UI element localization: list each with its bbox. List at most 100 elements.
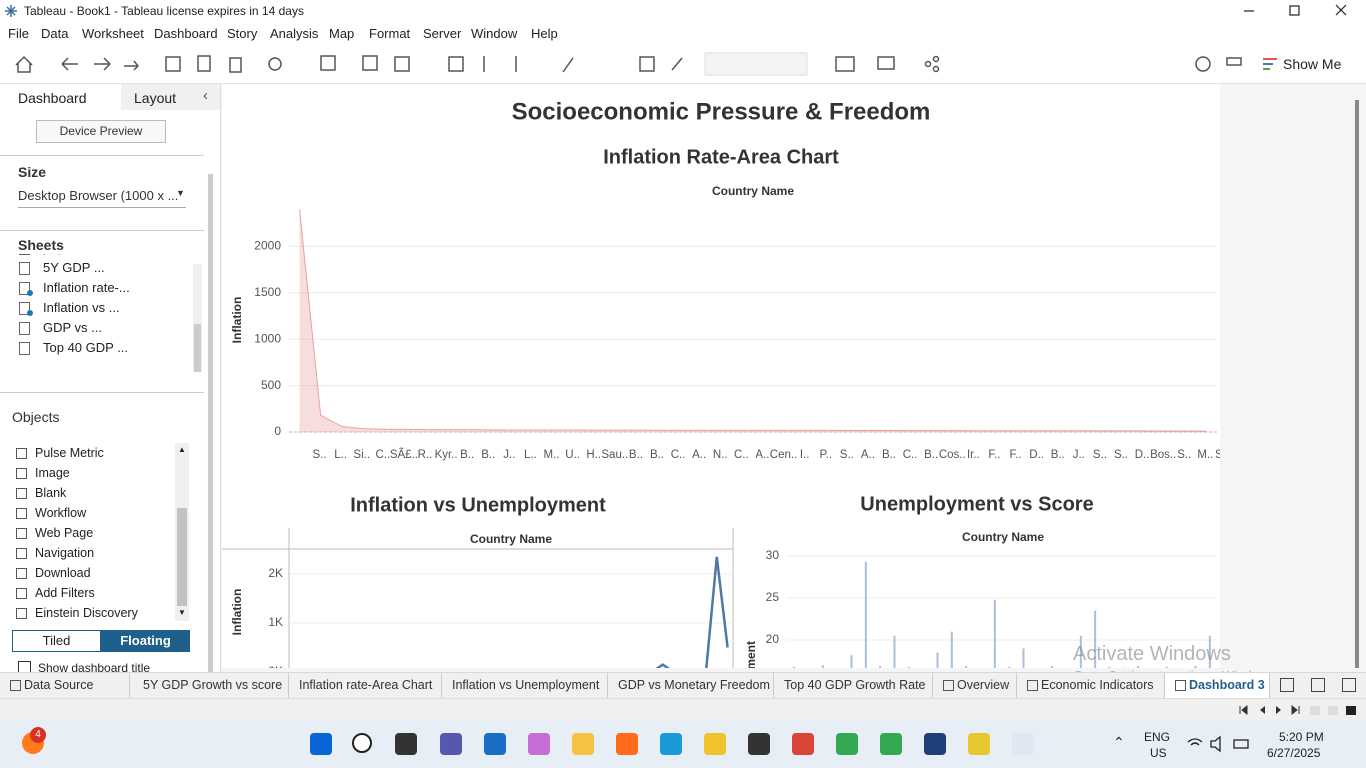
size-dropdown[interactable]: Desktop Browser (1000 x ... bbox=[18, 188, 179, 203]
menu-item[interactable]: Story bbox=[227, 26, 258, 41]
dropdown-arrow[interactable]: ▼ bbox=[176, 188, 185, 198]
sheet-tab[interactable]: Dashboard 3 bbox=[1165, 673, 1270, 698]
taskbar-app[interactable] bbox=[310, 733, 332, 755]
taskbar-app[interactable] bbox=[748, 733, 770, 755]
new-story-button[interactable] bbox=[1342, 678, 1356, 692]
taskbar-app[interactable] bbox=[924, 733, 946, 755]
save-button[interactable] bbox=[165, 56, 181, 72]
taskbar-app[interactable] bbox=[704, 733, 726, 755]
taskbar-app[interactable] bbox=[968, 733, 990, 755]
scrollbar[interactable]: ▲ ▼ bbox=[175, 443, 189, 621]
show-me-button[interactable]: Show Me bbox=[1283, 56, 1342, 72]
taskbar-app[interactable] bbox=[616, 733, 638, 755]
new-dashboard-button[interactable] bbox=[1311, 678, 1325, 692]
swap-button[interactable] bbox=[124, 60, 140, 71]
fit-dropdown[interactable] bbox=[704, 52, 808, 76]
sheet-tab[interactable]: Overview bbox=[933, 673, 1017, 698]
taskbar-app[interactable] bbox=[484, 733, 506, 755]
y-tick-label: 30 bbox=[766, 548, 780, 562]
taskbar-app[interactable] bbox=[792, 733, 814, 755]
panel-tab[interactable]: Layout ‹ bbox=[121, 84, 220, 110]
sheet-tab[interactable]: Top 40 GDP Growth Rate bbox=[774, 673, 933, 698]
object-item[interactable]: Web Page bbox=[35, 526, 94, 540]
taskbar-app[interactable] bbox=[1012, 733, 1034, 755]
undo-button[interactable] bbox=[61, 57, 78, 71]
object-item[interactable]: Navigation bbox=[35, 546, 95, 560]
sheet-tab[interactable]: 5Y GDP Growth vs score bbox=[133, 673, 289, 698]
new-sheet-button[interactable] bbox=[320, 55, 336, 71]
taskbar-app[interactable] bbox=[836, 733, 858, 755]
sheet-tab[interactable]: Economic Indicators bbox=[1017, 673, 1165, 698]
menu-item[interactable]: Server bbox=[423, 26, 462, 41]
scrollbar[interactable] bbox=[193, 264, 202, 372]
status-controls[interactable] bbox=[1230, 702, 1360, 718]
duplicate-button[interactable] bbox=[362, 55, 378, 71]
sheet-tab[interactable]: Data Source bbox=[0, 673, 130, 698]
title-bar: Tableau - Book1 - Tableau license expire… bbox=[0, 0, 1366, 22]
redo-button[interactable] bbox=[94, 57, 111, 71]
menu-item[interactable]: Worksheet bbox=[82, 26, 144, 41]
highlight-button[interactable] bbox=[562, 57, 574, 73]
pause-button[interactable] bbox=[229, 57, 242, 73]
clock-date[interactable]: 6/27/2025 bbox=[1267, 746, 1321, 760]
tray-icons[interactable] bbox=[1185, 734, 1255, 754]
taskbar-app[interactable] bbox=[440, 733, 462, 755]
object-item[interactable]: Download bbox=[35, 566, 91, 580]
menu-item[interactable]: File bbox=[8, 26, 29, 41]
canvas-scrollbar[interactable] bbox=[1355, 100, 1359, 668]
new-sheet-button[interactable] bbox=[1280, 678, 1294, 692]
taskbar-app[interactable] bbox=[880, 733, 902, 755]
object-item[interactable]: Pulse Metric bbox=[35, 446, 104, 460]
clear-button[interactable] bbox=[394, 56, 410, 72]
tab-label: Data Source bbox=[24, 678, 94, 692]
clock-time[interactable]: 5:20 PM bbox=[1279, 730, 1324, 744]
taskbar-app[interactable] bbox=[528, 733, 550, 755]
sheet-item[interactable]: Top 40 GDP ... bbox=[43, 340, 129, 355]
sheet-tab[interactable]: Inflation rate-Area Chart bbox=[289, 673, 442, 698]
section-heading: Sheets bbox=[18, 237, 64, 253]
language[interactable]: ENG bbox=[1144, 730, 1171, 744]
object-item[interactable]: Einstein Discovery bbox=[35, 606, 138, 620]
section-heading: Size bbox=[18, 164, 47, 180]
sheet-item[interactable]: population vs... bbox=[43, 254, 130, 255]
sheet-item[interactable]: 5Y GDP ... bbox=[43, 260, 105, 275]
sheet-item[interactable]: GDP vs ... bbox=[43, 320, 102, 335]
menu-item[interactable]: Format bbox=[369, 26, 411, 41]
object-item[interactable]: Add Filters bbox=[35, 586, 95, 600]
object-item[interactable]: Image bbox=[35, 466, 70, 480]
collapse-arrow[interactable]: ‹ bbox=[203, 87, 208, 104]
menu-item[interactable]: Data bbox=[41, 26, 69, 41]
new-datasource-button[interactable] bbox=[197, 55, 211, 72]
object-item[interactable]: Workflow bbox=[35, 506, 87, 520]
sheet-item[interactable]: Inflation vs ... bbox=[43, 300, 120, 315]
tiled-button[interactable]: Tiled bbox=[12, 630, 101, 652]
sheet-tab[interactable]: GDP vs Monetary Freedom bbox=[608, 673, 774, 698]
presentation-button[interactable] bbox=[877, 56, 895, 70]
tray-arrow[interactable]: ⌃ bbox=[1113, 734, 1125, 750]
floating-button[interactable]: Floating bbox=[101, 630, 190, 652]
menu-item[interactable]: Window bbox=[471, 26, 518, 41]
menu-item[interactable]: Help bbox=[531, 26, 558, 41]
share-button[interactable] bbox=[924, 55, 940, 73]
panel-scrollbar[interactable] bbox=[208, 174, 213, 672]
menu-item[interactable]: Dashboard bbox=[154, 26, 218, 41]
panel-tab[interactable]: Dashboard bbox=[0, 84, 121, 110]
region[interactable]: US bbox=[1150, 746, 1167, 760]
home-button[interactable] bbox=[15, 55, 33, 73]
taskbar-app[interactable] bbox=[352, 733, 372, 753]
sheet-item[interactable]: Inflation rate-... bbox=[43, 280, 130, 295]
format-button[interactable] bbox=[1226, 57, 1242, 66]
menu-item[interactable]: Analysis bbox=[270, 26, 319, 41]
taskbar-app[interactable] bbox=[572, 733, 594, 755]
checkbox[interactable] bbox=[18, 661, 31, 672]
taskbar-app[interactable] bbox=[660, 733, 682, 755]
window-controls[interactable] bbox=[1230, 0, 1366, 22]
tab-label: Inflation vs Unemployment bbox=[452, 678, 600, 692]
object-icon bbox=[16, 468, 27, 479]
menu-item[interactable]: Map bbox=[329, 26, 355, 41]
taskbar-app[interactable] bbox=[395, 733, 417, 755]
refresh-button[interactable] bbox=[268, 57, 282, 71]
object-item[interactable]: Blank bbox=[35, 486, 67, 500]
device-preview-button[interactable]: Device Preview bbox=[36, 120, 166, 143]
sheet-tab[interactable]: Inflation vs Unemployment bbox=[442, 673, 608, 698]
